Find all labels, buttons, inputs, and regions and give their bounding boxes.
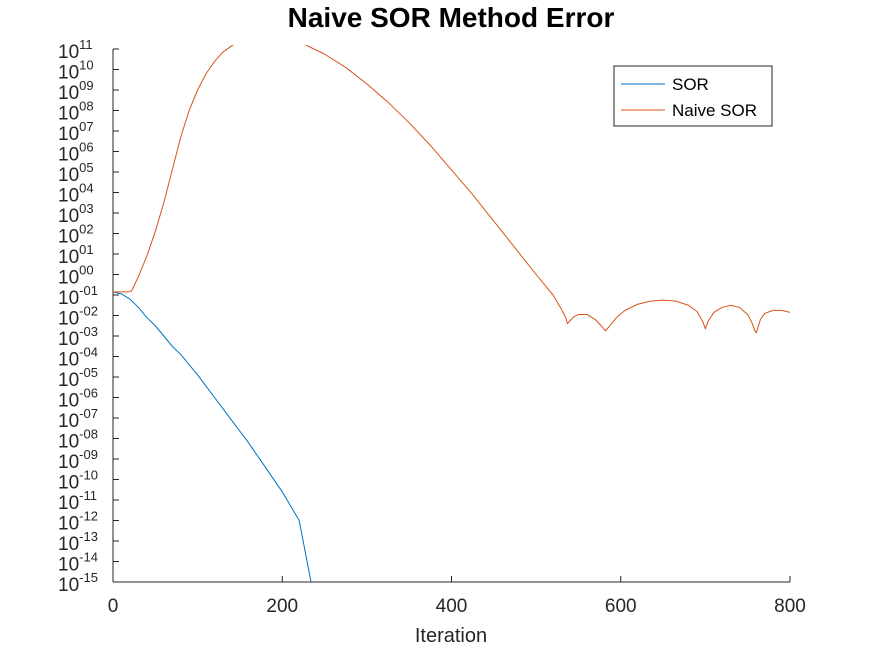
plot-area: 0 200 400 600 800 10111010100910081007100610…: [58, 37, 806, 617]
y-tick-label: 1009: [58, 78, 94, 104]
y-tick-label: 10-07: [58, 406, 98, 432]
y-ticks: 1011101010091008100710061005100410031002…: [58, 37, 119, 596]
legend-box: [613, 65, 773, 127]
y-tick-label: 10-15: [58, 570, 98, 596]
y-tick-label: 10-01: [58, 283, 98, 309]
y-tick-label: 1002: [58, 222, 94, 248]
y-tick-label: 1003: [58, 201, 94, 227]
y-tick-label: 10-12: [58, 509, 98, 535]
x-axis-label: Iteration: [415, 625, 487, 647]
x-tick-label: 200: [266, 596, 298, 617]
y-tick-label: 10-08: [58, 427, 98, 453]
y-tick-label: 1000: [58, 263, 94, 289]
y-tick-label: 10-05: [58, 365, 98, 391]
y-tick-label: 1001: [58, 242, 94, 268]
y-tick-label: 1010: [58, 58, 94, 84]
y-tick-label: 10-04: [58, 345, 98, 371]
y-tick-label: 1011: [58, 37, 93, 63]
y-tick-label: 1008: [58, 99, 94, 125]
y-tick-label: 10-10: [58, 468, 98, 494]
y-tick-label: 1006: [58, 140, 94, 166]
y-tick-label: 10-03: [58, 324, 98, 350]
y-tick-label: 1004: [58, 181, 94, 207]
series-layer: [113, 45, 790, 582]
y-tick-label: 10-09: [58, 447, 98, 473]
legend: SOR Naive SOR: [613, 65, 773, 127]
series-line-sor: [113, 291, 312, 582]
y-tick-label: 10-02: [58, 304, 98, 330]
x-tick-label: 600: [605, 596, 637, 617]
y-tick-label: 10-06: [58, 386, 98, 412]
chart-title: Naive SOR Method Error: [288, 2, 615, 33]
y-tick-label: 1007: [58, 119, 94, 145]
y-tick-label: 10-13: [58, 529, 98, 555]
y-tick-label: 10-11: [58, 488, 97, 514]
x-tick-label: 800: [774, 596, 806, 617]
legend-label-sor: SOR: [672, 75, 709, 94]
x-tick-label: 400: [436, 596, 468, 617]
y-tick-label: 10-14: [58, 550, 98, 576]
x-tick-label: 0: [108, 596, 119, 617]
legend-label-naive-sor: Naive SOR: [672, 101, 757, 120]
series-line-naive-sor: [113, 45, 790, 334]
y-tick-label: 1005: [58, 160, 94, 186]
x-ticks: 0 200 400 600 800: [108, 576, 806, 617]
